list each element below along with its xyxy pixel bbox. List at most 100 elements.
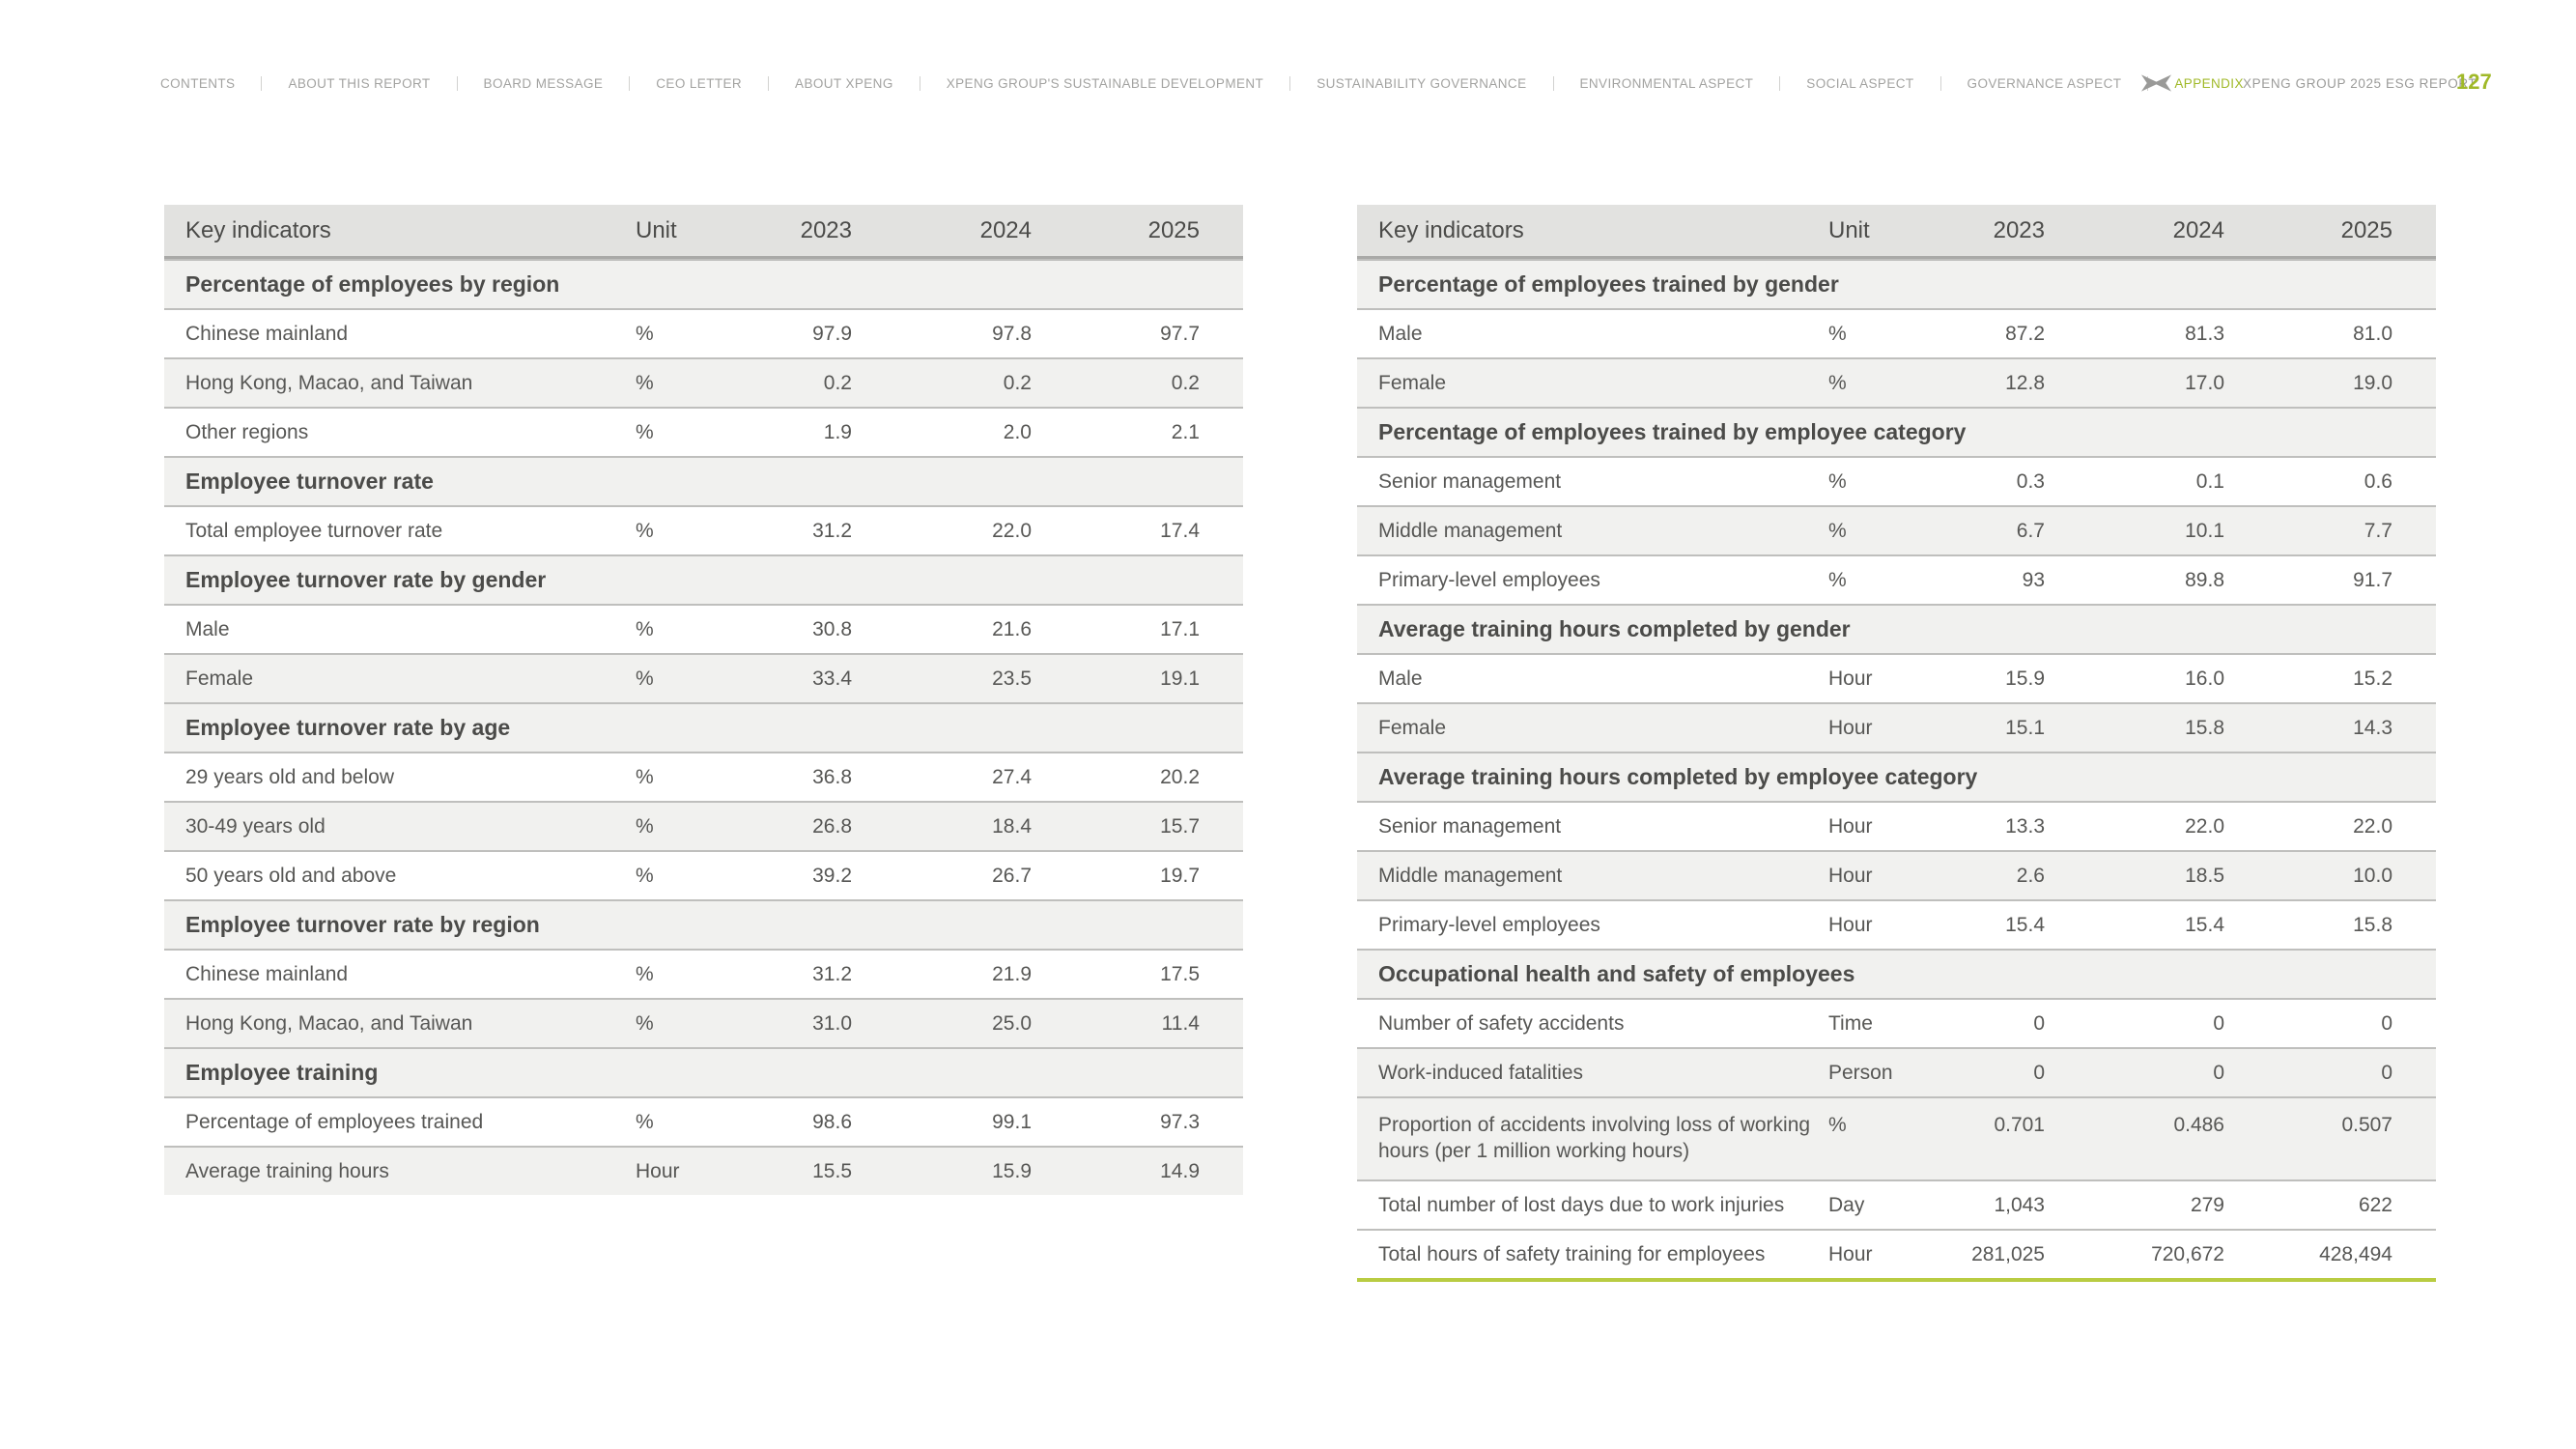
section-header-row: Average training hours completed by gend…: [1357, 604, 2436, 653]
value-2024: 89.8: [2185, 568, 2224, 591]
unit-cell: Person: [1828, 1061, 1893, 1084]
col-header-2023: 2023: [1993, 216, 2045, 243]
unit-cell: %: [636, 1110, 654, 1133]
value-2024: 15.4: [2185, 913, 2224, 936]
table-header-row: Key indicators Unit 2023 2024 2025: [164, 205, 1243, 259]
value-2023: 15.1: [2005, 716, 2045, 739]
value-2025: 0.507: [2341, 1114, 2392, 1136]
section-header-row: Occupational health and safety of employ…: [1357, 949, 2436, 998]
value-2023: 2.6: [2016, 864, 2045, 887]
value-2023: 15.5: [812, 1159, 852, 1182]
table-data-row: Primary-level employees% 93 89.8 91.7: [1357, 554, 2436, 604]
unit-cell: %: [1828, 371, 1847, 394]
indicator-label: Primary-level employees: [1378, 913, 1600, 936]
unit-cell: %: [636, 371, 654, 394]
value-2025: 0: [2381, 1061, 2392, 1084]
table-data-row: Senior management Hour 13.3 22.0 22.0: [1357, 801, 2436, 850]
value-2024: 15.9: [992, 1159, 1032, 1182]
unit-cell: %: [636, 1011, 654, 1035]
table-header-row: Key indicators Unit 2023 2024 2025: [1357, 205, 2436, 259]
value-2023: 30.8: [812, 617, 852, 640]
unit-cell: Hour: [1828, 913, 1873, 936]
table-data-row: Female% 12.8 17.0 19.0: [1357, 357, 2436, 407]
table-data-row: Chinese mainland% 97.9 97.8 97.7: [164, 308, 1243, 357]
indicator-label: Number of safety accidents: [1378, 1011, 1625, 1035]
indicator-label: Male: [1378, 667, 1423, 690]
unit-cell: %: [636, 420, 654, 443]
nav-item-xpeng-group-s-sustainable-development[interactable]: XPENG GROUP'S SUSTAINABLE DEVELOPMENT: [946, 75, 1264, 91]
nav-item-board-message[interactable]: BOARD MESSAGE: [483, 75, 604, 91]
nav-item-ceo-letter[interactable]: CEO LETTER: [656, 75, 743, 91]
unit-cell: Hour: [1828, 667, 1873, 690]
value-2024: 21.9: [992, 962, 1032, 985]
table-data-row: Total employee turnover rate% 31.2 22.0 17.…: [164, 505, 1243, 554]
unit-cell: Hour: [1828, 864, 1873, 887]
indicator-label: Female: [1378, 716, 1447, 739]
table-data-row: Number of safety accidents Time 0 0 0: [1357, 998, 2436, 1047]
nav-item-contents[interactable]: CONTENTS: [160, 75, 236, 91]
table-data-row: Average training hours Hour 15.5 15.9 14.9: [164, 1146, 1243, 1195]
value-2023: 1,043: [1994, 1193, 2045, 1216]
nav-item-about-xpeng[interactable]: ABOUT XPENG: [795, 75, 893, 91]
section-header-row: Employee turnover rate by gender: [164, 554, 1243, 604]
indicator-label: 30-49 years old: [185, 814, 326, 838]
value-2023: 6.7: [2016, 519, 2045, 542]
section-title: Employee turnover rate by gender: [185, 567, 547, 592]
value-2024: 0: [2213, 1061, 2224, 1084]
value-2025: 17.4: [1160, 519, 1200, 542]
indicator-label: Chinese mainland: [185, 322, 349, 345]
indicator-label: Hong Kong, Macao, and Taiwan: [185, 1011, 473, 1035]
value-2024: 279: [2190, 1193, 2224, 1216]
table-data-row: Proportion of accidents involving loss o…: [1357, 1096, 2436, 1179]
table-data-row: Female% 33.4 23.5 19.1: [164, 653, 1243, 702]
section-header-row: Percentage of employees trained by gende…: [1357, 259, 2436, 308]
value-2023: 12.8: [2005, 371, 2045, 394]
unit-cell: %: [636, 962, 654, 985]
value-2023: 281,025: [1971, 1242, 2045, 1265]
nav-separator: [456, 75, 458, 91]
nav-item-sustainability-governance[interactable]: SUSTAINABILITY GOVERNANCE: [1316, 75, 1527, 91]
unit-cell: %: [636, 617, 654, 640]
nav-item-appendix[interactable]: APPENDIX: [2174, 75, 2244, 91]
value-2023: 0.2: [823, 371, 852, 394]
value-2024: 25.0: [992, 1011, 1032, 1035]
indicator-label: Female: [1378, 371, 1447, 394]
indicator-label: Total number of lost days due to work in…: [1378, 1193, 1785, 1216]
indicator-label: Senior management: [1378, 469, 1562, 493]
value-2023: 31.2: [812, 962, 852, 985]
value-2025: 0.2: [1171, 371, 1200, 394]
table-data-row: Chinese mainland% 31.2 21.9 17.5: [164, 949, 1243, 998]
indicator-label: Male: [185, 617, 230, 640]
value-2025: 97.3: [1160, 1110, 1200, 1133]
nav-item-governance-aspect[interactable]: GOVERNANCE ASPECT: [1967, 75, 2122, 91]
value-2025: 428,494: [2319, 1242, 2392, 1265]
indicator-label: Chinese mainland: [185, 962, 349, 985]
indicator-label: Total hours of safety training for emplo…: [1378, 1242, 1766, 1265]
value-2025: 15.7: [1160, 814, 1200, 838]
value-2023: 39.2: [812, 864, 852, 887]
value-2025: 15.8: [2353, 913, 2392, 936]
nav-item-about-this-report[interactable]: ABOUT THIS REPORT: [288, 75, 431, 91]
nav-separator: [1552, 75, 1554, 91]
key-indicators-table-left: Key indicators Unit 2023 2024 2025 Percentage…: [164, 205, 1243, 1195]
indicator-label: Male: [1378, 322, 1423, 345]
value-2024: 16.0: [2185, 667, 2224, 690]
value-2023: 36.8: [812, 765, 852, 788]
value-2024: 99.1: [992, 1110, 1032, 1133]
value-2025: 14.9: [1160, 1159, 1200, 1182]
value-2024: 0: [2213, 1011, 2224, 1035]
indicator-label: Work-induced fatalities: [1378, 1061, 1584, 1084]
unit-cell: %: [1828, 322, 1847, 345]
table-data-row: Middle management Hour 2.6 18.5 10.0: [1357, 850, 2436, 899]
unit-cell: %: [636, 814, 654, 838]
section-header-row: Employee training: [164, 1047, 1243, 1096]
table-data-row: Work-induced fatalities Person 0 0 0: [1357, 1047, 2436, 1096]
value-2024: 22.0: [2185, 814, 2224, 838]
nav-item-environmental-aspect[interactable]: ENVIRONMENTAL ASPECT: [1579, 75, 1754, 91]
table-data-row: Percentage of employees trained% 98.6 99.1…: [164, 1096, 1243, 1146]
nav-item-social-aspect[interactable]: SOCIAL ASPECT: [1806, 75, 1914, 91]
col-header-unit: Unit: [1828, 216, 1870, 243]
table-data-row: 50 years old and above% 39.2 26.7 19.7: [164, 850, 1243, 899]
indicator-label: Average training hours: [185, 1159, 389, 1182]
col-header-key-indicators: Key indicators: [1378, 216, 1524, 243]
